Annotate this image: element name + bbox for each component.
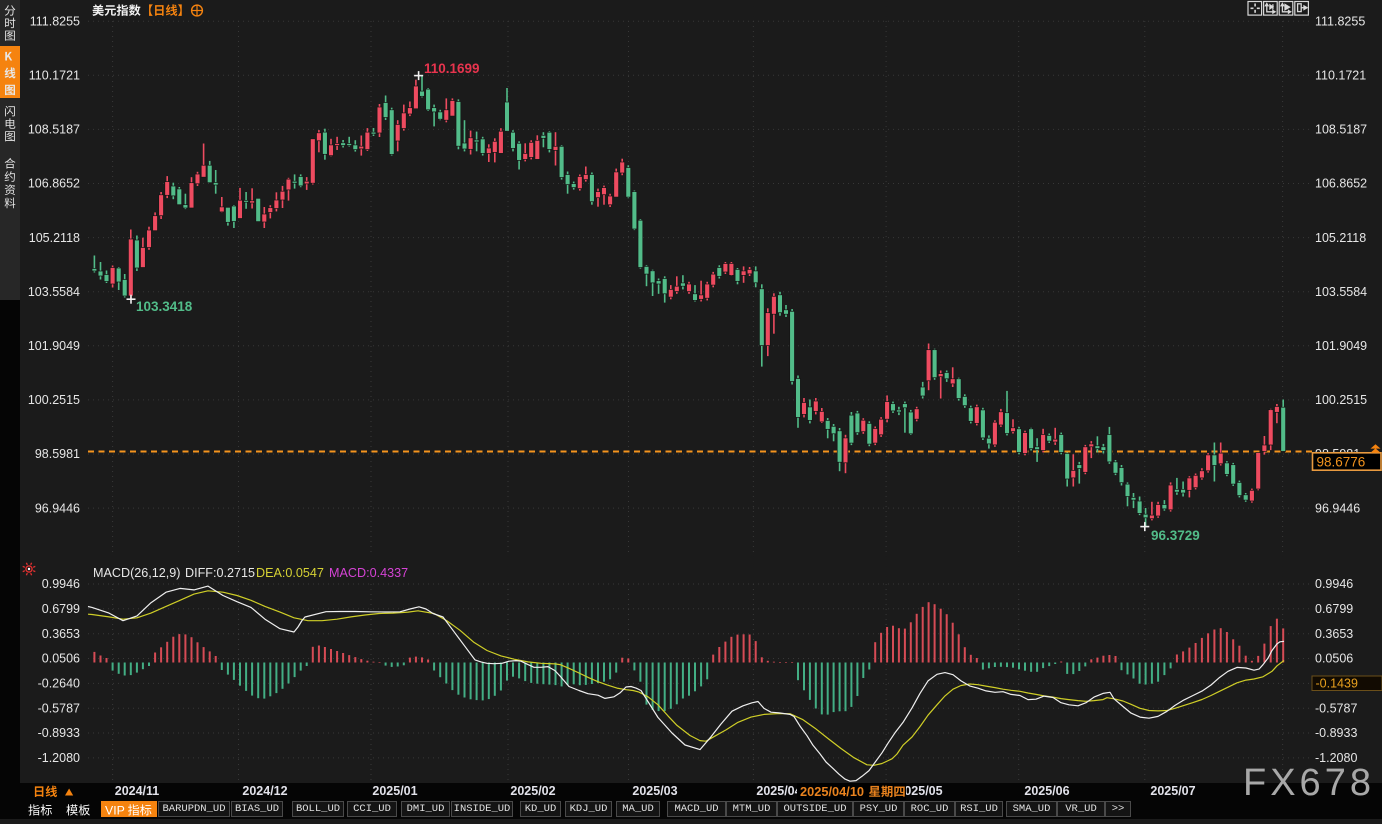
svg-text:-0.8933: -0.8933 (1315, 726, 1357, 740)
svg-text:-1.2080: -1.2080 (38, 751, 80, 765)
svg-text:110.1721: 110.1721 (29, 69, 80, 83)
svg-text:-0.8933: -0.8933 (38, 726, 80, 740)
svg-text:0.6799: 0.6799 (42, 602, 80, 616)
svg-text:VIP: VIP (105, 804, 125, 818)
svg-text:0.0506: 0.0506 (1315, 652, 1353, 666)
svg-text:111.8255: 111.8255 (30, 14, 80, 28)
svg-text:98.6776: 98.6776 (1317, 454, 1366, 469)
svg-text:-0.5787: -0.5787 (38, 701, 80, 715)
svg-text:110.1721: 110.1721 (1315, 69, 1366, 83)
svg-text:MACD(26,12,9): MACD(26,12,9) (93, 566, 181, 580)
svg-text:MACD:0.4337: MACD:0.4337 (329, 566, 408, 580)
svg-text:106.8652: 106.8652 (1315, 177, 1367, 191)
svg-text:108.5187: 108.5187 (28, 123, 80, 137)
svg-text:-1.2080: -1.2080 (1315, 751, 1357, 765)
svg-text:111.8255: 111.8255 (1315, 14, 1365, 28)
svg-text:-0.5787: -0.5787 (1315, 701, 1357, 715)
svg-text:0.3653: 0.3653 (1315, 627, 1353, 641)
svg-text:105.2118: 105.2118 (1315, 231, 1366, 245)
svg-text:96.9446: 96.9446 (35, 501, 80, 515)
svg-text:DEA:0.0547: DEA:0.0547 (256, 566, 324, 580)
svg-text:DIFF:0.2715: DIFF:0.2715 (185, 566, 255, 580)
svg-text:96.3729: 96.3729 (1151, 528, 1200, 543)
svg-text:108.5187: 108.5187 (1315, 123, 1367, 137)
svg-text:100.2515: 100.2515 (1315, 393, 1367, 407)
svg-text:0.9946: 0.9946 (1315, 577, 1353, 591)
svg-text:-0.1439: -0.1439 (1316, 677, 1358, 691)
svg-text:103.5584: 103.5584 (1315, 285, 1367, 299)
svg-text:0.0506: 0.0506 (42, 652, 80, 666)
svg-text:0.3653: 0.3653 (42, 627, 80, 641)
svg-text:-0.2640: -0.2640 (38, 677, 80, 691)
svg-text:2025/04/10: 2025/04/10 (800, 784, 864, 799)
svg-text:101.9049: 101.9049 (28, 339, 80, 353)
svg-text:96.9446: 96.9446 (1315, 501, 1360, 515)
svg-text:106.8652: 106.8652 (28, 177, 80, 191)
svg-text:98.5981: 98.5981 (35, 447, 80, 461)
svg-text:101.9049: 101.9049 (1315, 339, 1367, 353)
svg-text:103.5584: 103.5584 (28, 285, 80, 299)
svg-text:100.2515: 100.2515 (28, 393, 80, 407)
svg-text:110.1699: 110.1699 (424, 61, 480, 76)
svg-text:0.9946: 0.9946 (42, 577, 80, 591)
svg-text:103.3418: 103.3418 (136, 299, 193, 314)
svg-text:105.2118: 105.2118 (29, 231, 80, 245)
svg-text:0.6799: 0.6799 (1315, 602, 1353, 616)
